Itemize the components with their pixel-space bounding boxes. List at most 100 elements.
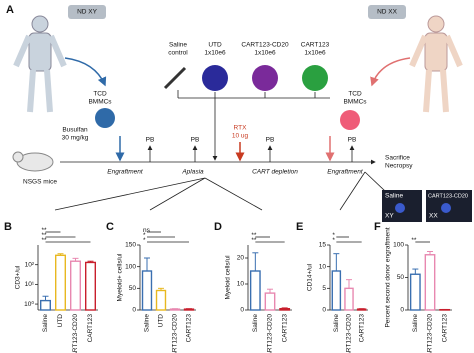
y-axis-label: Percent second donor engraftment	[385, 227, 392, 327]
shape	[95, 108, 115, 128]
label: A	[6, 4, 14, 16]
label: XY	[385, 213, 394, 220]
label: PB	[266, 137, 275, 144]
y-tick-label: 20	[237, 255, 245, 262]
y-tick-label: 0	[400, 307, 404, 314]
shape	[202, 65, 228, 91]
x-tick-label: Saline	[333, 314, 340, 332]
x-tick-label: Saline	[412, 314, 419, 332]
shape	[28, 32, 52, 72]
y-axis-label: Myeloid+ cells/ul	[117, 253, 124, 301]
bar	[264, 292, 276, 311]
y-tick-label: 0	[240, 307, 244, 314]
x-tick-label: CART123	[186, 314, 193, 343]
label: PB	[146, 137, 155, 144]
y-axis-label: CD14+/ul	[307, 263, 314, 291]
label: PB	[191, 137, 200, 144]
x-tick-label: Saline	[42, 314, 49, 332]
label: BMMCs	[88, 99, 112, 106]
x-tick-label: CART123	[87, 314, 94, 343]
shape	[409, 34, 463, 113]
x-tick-label: CART123-CD20	[427, 314, 434, 353]
shape	[54, 171, 405, 210]
shape	[68, 5, 106, 19]
label: Engraftment	[327, 169, 364, 176]
x-tick-label: CART123	[441, 314, 448, 343]
shape	[427, 15, 445, 33]
y-tick-label: 10¹	[25, 281, 35, 288]
label: PB	[348, 137, 357, 144]
bar	[356, 308, 367, 311]
label: TCD	[348, 91, 362, 98]
panel-label: D	[214, 221, 222, 233]
shape	[252, 65, 278, 91]
label: CART123	[301, 42, 330, 49]
y-axis-label: Myeloid cells/ul	[225, 255, 232, 300]
label: RTX	[234, 125, 248, 132]
bar	[55, 254, 67, 311]
bar	[183, 308, 195, 311]
significance-label: *	[143, 237, 146, 244]
x-tick-label: UTD	[57, 314, 64, 328]
label: CART123-CD20	[428, 193, 468, 199]
y-tick-label: 100	[125, 263, 136, 270]
label: Saline	[169, 42, 187, 49]
significance-label: **	[251, 232, 257, 239]
x-tick-label: CART123-CD20	[172, 314, 179, 353]
y-axis-label: CD3+/ul	[15, 265, 22, 289]
shape	[424, 32, 448, 72]
label: TCD	[93, 91, 107, 98]
label: BMMCs	[343, 99, 367, 106]
bar	[409, 273, 421, 311]
y-tick-label: 10⁰	[24, 300, 34, 308]
panel-label: B	[4, 221, 12, 233]
panel-label: C	[106, 221, 114, 233]
shape	[13, 34, 67, 113]
bar	[141, 270, 153, 311]
bar	[155, 289, 167, 311]
label: 1x10e6	[204, 50, 226, 57]
significance-label: **	[42, 227, 48, 234]
label: Saline	[385, 193, 403, 200]
significance-label: ns	[143, 227, 151, 234]
label: 1x10e6	[254, 50, 276, 57]
label: CART123-CD20	[241, 42, 289, 49]
bar	[331, 270, 342, 311]
shape	[302, 65, 328, 91]
shape	[340, 110, 360, 130]
significance-label: **	[411, 237, 417, 244]
shape	[395, 203, 405, 213]
label: NSGS mice	[23, 179, 57, 186]
x-tick-label: CART123-CD20	[72, 314, 79, 353]
x-tick-label: Saline	[252, 314, 259, 332]
y-tick-label: 5	[322, 285, 326, 292]
y-tick-label: 100	[393, 242, 404, 249]
bar	[69, 260, 81, 311]
label: CART depletion	[252, 169, 298, 176]
shape	[163, 66, 187, 90]
y-tick-label: 15	[319, 242, 327, 249]
x-tick-label: CART123-CD20	[346, 314, 353, 353]
y-tick-label: 10	[237, 281, 245, 288]
y-tick-label: 10	[319, 263, 327, 270]
shape	[64, 57, 107, 87]
significance-label: **	[42, 232, 48, 239]
shape	[31, 15, 49, 33]
label: Necropsy	[385, 163, 413, 170]
label: control	[168, 50, 188, 57]
shape	[12, 151, 24, 163]
y-tick-label: 50	[129, 285, 137, 292]
bar	[279, 308, 291, 311]
x-tick-label: CART123-CD20	[267, 314, 274, 353]
panel-label: E	[296, 221, 303, 233]
y-tick-label: 150	[125, 242, 136, 249]
label: Engraftment	[107, 169, 144, 176]
label: 30 mg/kg	[62, 135, 89, 142]
significance-label: **	[42, 237, 48, 244]
y-tick-label: 10²	[25, 261, 35, 268]
shape	[441, 203, 451, 213]
label: Sacrifice	[385, 155, 410, 162]
significance-label: **	[251, 237, 257, 244]
